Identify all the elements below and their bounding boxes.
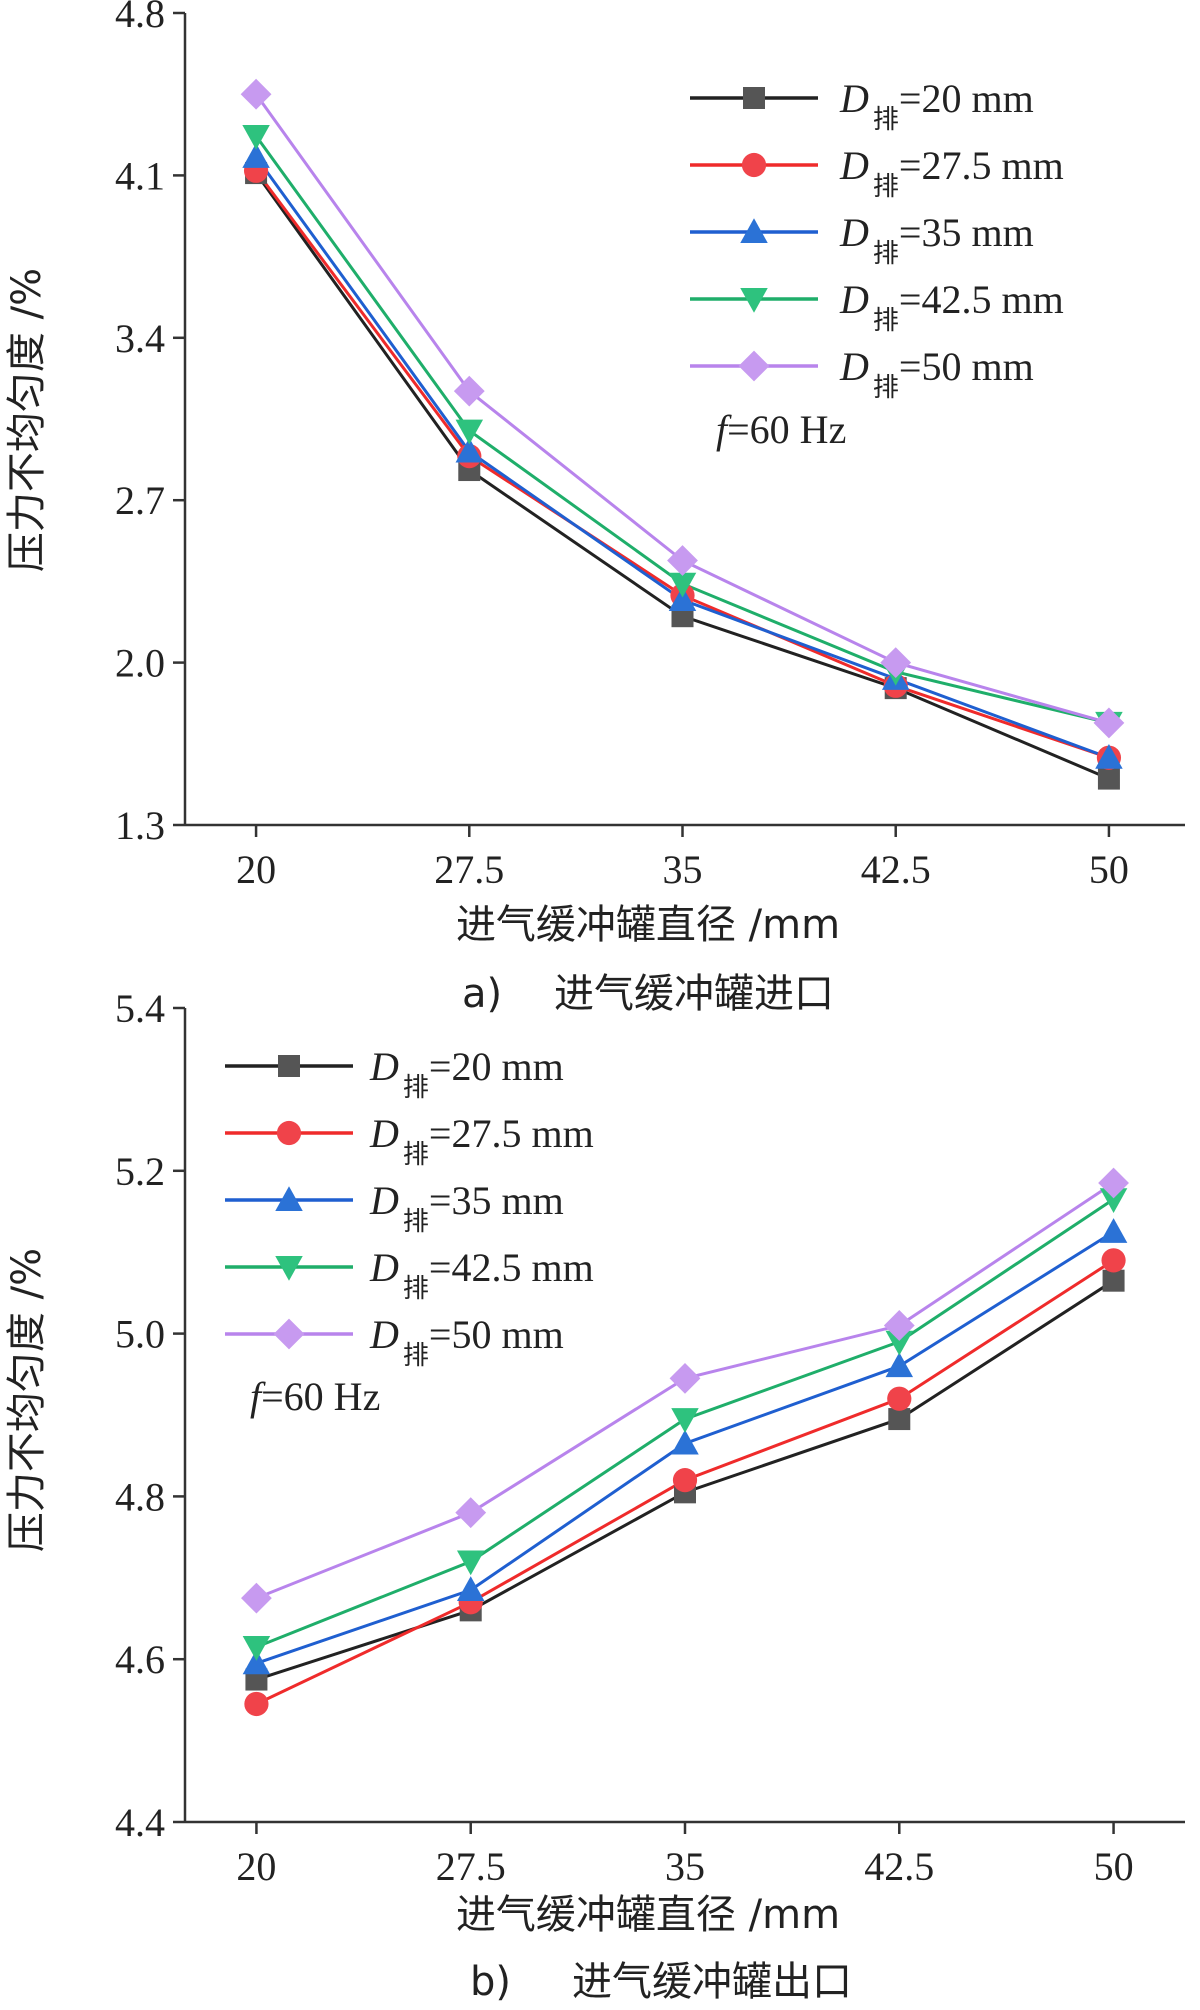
y-tick-label: 2.7 bbox=[115, 478, 165, 523]
data-point bbox=[1099, 1188, 1128, 1214]
y-tick-label: 4.8 bbox=[115, 0, 165, 36]
data-point bbox=[242, 143, 270, 168]
legend-label: D 排=27.5 mm bbox=[369, 1111, 594, 1170]
panel-caption-label-a: a) bbox=[462, 971, 502, 1017]
x-tick-label: 35 bbox=[663, 847, 703, 892]
x-tick-label: 42.5 bbox=[861, 847, 931, 892]
y-tick-label: 4.8 bbox=[115, 1474, 165, 1519]
legend-label: D 排=35 mm bbox=[369, 1178, 564, 1237]
data-point bbox=[1098, 1167, 1129, 1199]
y-tick-label: 1.3 bbox=[115, 803, 165, 848]
x-tick-label: 27.5 bbox=[434, 847, 504, 892]
chart-panel-a: 1.3 2.0 2.7 3.4 4.1 4.8 20 27.5 35 42.5 50 D 排=20 m… bbox=[4, 0, 1185, 1017]
legend-marker bbox=[278, 1055, 300, 1077]
data-point bbox=[244, 1691, 269, 1717]
chart-panel-b: 4.4 4.6 4.8 5.0 5.2 5.4 20 27.5 35 42.5 50 D 排=20 m… bbox=[4, 986, 1185, 2005]
series-lines-a bbox=[254, 93, 1110, 780]
data-point bbox=[453, 375, 485, 407]
series-markers-b bbox=[241, 1167, 1129, 1717]
x-axis-title-b: 进气缓冲罐直径 /mm bbox=[456, 1892, 840, 1938]
x-tick-label: 50 bbox=[1094, 1844, 1134, 1889]
data-point bbox=[1102, 1269, 1125, 1292]
data-point bbox=[672, 1468, 698, 1493]
legend-marker bbox=[276, 1120, 302, 1146]
legend-label: D 排=27.5 mm bbox=[839, 143, 1064, 202]
x-tick-label: 50 bbox=[1089, 847, 1129, 892]
data-point bbox=[455, 1497, 487, 1529]
y-tick-label: 3.4 bbox=[115, 316, 165, 361]
data-point bbox=[1099, 1218, 1128, 1243]
y-axis-title-b: 压力不均匀度 /% bbox=[4, 1248, 50, 1552]
data-point bbox=[668, 586, 697, 611]
x-tick-label: 20 bbox=[236, 1844, 276, 1889]
data-point bbox=[455, 437, 484, 463]
data-point bbox=[1093, 707, 1125, 739]
data-point bbox=[456, 1550, 485, 1576]
data-point bbox=[1097, 767, 1120, 790]
data-point bbox=[668, 572, 697, 598]
panel-caption-label-b: b) bbox=[470, 1959, 511, 2005]
legend-marker bbox=[741, 152, 767, 178]
legend-label: D 排=50 mm bbox=[369, 1312, 564, 1371]
y-axis-title-a: 压力不均匀度 /% bbox=[4, 268, 50, 572]
legend-label: D 排=20 mm bbox=[369, 1044, 564, 1103]
legend-label: D 排=50 mm bbox=[839, 344, 1034, 403]
legend-marker bbox=[275, 1256, 303, 1281]
legend-marker bbox=[743, 87, 765, 109]
data-point bbox=[671, 1429, 699, 1455]
legend-marker bbox=[740, 218, 768, 243]
y-tick-label: 5.4 bbox=[115, 986, 165, 1031]
data-point bbox=[455, 419, 484, 445]
legend-marker bbox=[738, 350, 770, 382]
data-point bbox=[242, 1635, 271, 1661]
y-tick-label: 4.6 bbox=[115, 1637, 165, 1682]
x-tick-label: 35 bbox=[665, 1844, 705, 1889]
data-point bbox=[885, 1352, 914, 1378]
data-point bbox=[242, 124, 270, 150]
x-tick-label: 20 bbox=[236, 847, 276, 892]
axes-b: 4.4 4.6 4.8 5.0 5.2 5.4 20 27.5 35 42.5 50 bbox=[115, 986, 1185, 1889]
x-tick-label: 42.5 bbox=[864, 1844, 934, 1889]
data-point bbox=[667, 545, 698, 576]
legend-marker bbox=[273, 1318, 305, 1350]
data-point bbox=[669, 1362, 701, 1394]
legend-label: D 排=42.5 mm bbox=[839, 277, 1064, 336]
legend-marker bbox=[740, 288, 768, 313]
legend-marker bbox=[275, 1186, 303, 1211]
panel-caption-b: 进气缓冲罐出口 bbox=[572, 1959, 852, 2005]
data-point bbox=[883, 1310, 915, 1341]
data-point bbox=[885, 1330, 914, 1356]
series-line bbox=[254, 93, 1110, 725]
y-tick-label: 5.0 bbox=[115, 1312, 165, 1357]
x-tick-label: 27.5 bbox=[436, 1844, 506, 1889]
legend-b: D 排=20 mm D 排=27.5 mm D 排=35 mm D 排=42.5 mm D 排=5… bbox=[225, 1044, 594, 1371]
x-axis-title-a: 进气缓冲罐直径 /mm bbox=[456, 902, 840, 948]
data-point bbox=[456, 1576, 485, 1602]
frequency-annotation-b: f=60 Hz bbox=[250, 1374, 380, 1419]
y-tick-label: 4.1 bbox=[115, 153, 165, 198]
series-markers-a bbox=[240, 78, 1125, 790]
legend-label: D 排=20 mm bbox=[839, 76, 1034, 135]
y-tick-label: 2.0 bbox=[115, 641, 165, 686]
data-point bbox=[242, 1649, 271, 1675]
data-point bbox=[1095, 743, 1123, 769]
data-point bbox=[880, 647, 912, 678]
data-point bbox=[671, 1408, 699, 1433]
legend-label: D 排=42.5 mm bbox=[369, 1245, 594, 1304]
legend-a: D 排=20 mm D 排=27.5 mm D 排=35 mm D 排=42.5 mm D 排=5… bbox=[690, 76, 1064, 403]
data-point bbox=[240, 78, 272, 110]
y-tick-label: 5.2 bbox=[115, 1149, 165, 1194]
data-point bbox=[1101, 1248, 1126, 1273]
axes-a: 1.3 2.0 2.7 3.4 4.1 4.8 20 27.5 35 42.5 50 bbox=[115, 0, 1185, 892]
y-tick-label: 4.4 bbox=[115, 1800, 165, 1845]
data-point bbox=[887, 1386, 912, 1411]
series-line bbox=[254, 169, 1110, 760]
legend-label: D 排=35 mm bbox=[839, 210, 1034, 269]
frequency-annotation-a: f=60 Hz bbox=[716, 407, 846, 452]
data-point bbox=[888, 1408, 911, 1431]
data-point bbox=[241, 1582, 272, 1614]
panel-caption-a: 进气缓冲罐进口 bbox=[554, 971, 834, 1017]
